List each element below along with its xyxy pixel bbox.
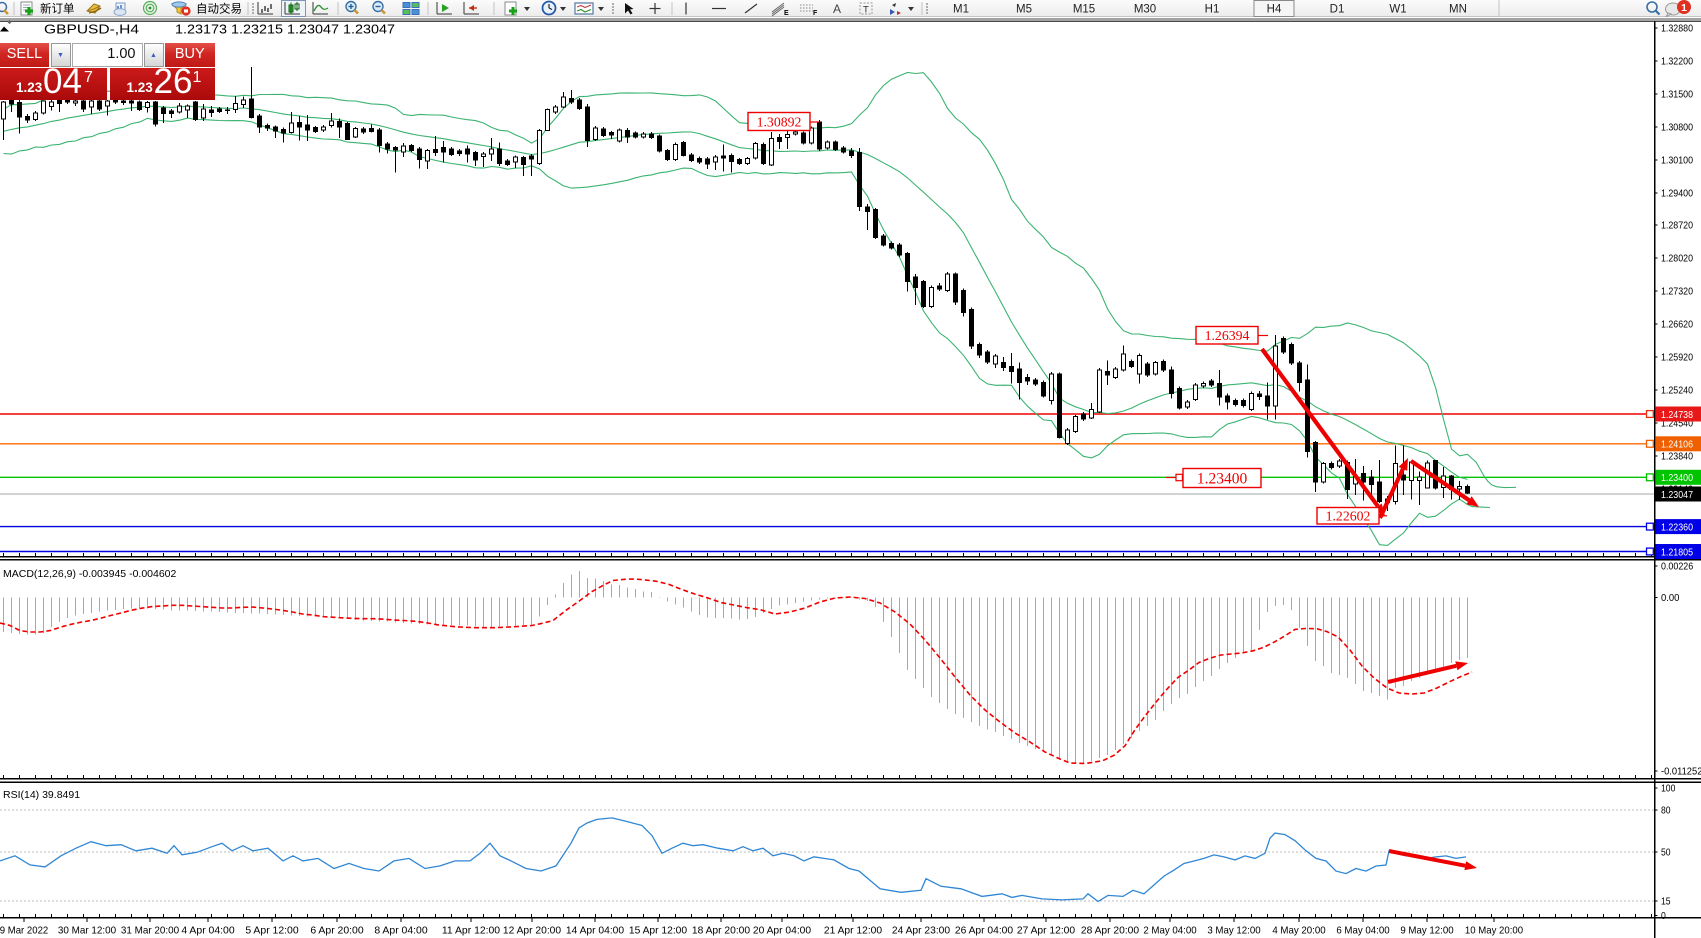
svg-text:1.27320: 1.27320 <box>1661 286 1693 298</box>
svg-text:T: T <box>863 5 869 16</box>
svg-text:1.28020: 1.28020 <box>1661 253 1693 265</box>
svg-text:1: 1 <box>1681 2 1687 14</box>
svg-text:1.21805: 1.21805 <box>1661 546 1693 558</box>
svg-text:H1: H1 <box>1205 4 1220 16</box>
svg-text:M30: M30 <box>1134 4 1156 16</box>
svg-text:14 Apr 04:00: 14 Apr 04:00 <box>566 925 624 937</box>
svg-text:3 May 12:00: 3 May 12:00 <box>1207 925 1260 937</box>
svg-text:MN: MN <box>1449 4 1467 16</box>
svg-text:100: 100 <box>1661 783 1676 795</box>
svg-text:5 Apr 12:00: 5 Apr 12:00 <box>245 925 299 937</box>
svg-text:E: E <box>784 10 789 17</box>
svg-text:M15: M15 <box>1073 4 1095 16</box>
svg-text:M1: M1 <box>953 4 969 16</box>
svg-text:1.23400: 1.23400 <box>1197 471 1248 488</box>
svg-text:-0.011252: -0.011252 <box>1661 766 1701 778</box>
svg-text:M5: M5 <box>1016 4 1032 16</box>
svg-text:1.23400: 1.23400 <box>1661 472 1693 484</box>
svg-text:1.22602: 1.22602 <box>1326 509 1371 524</box>
svg-text:50: 50 <box>1661 847 1671 859</box>
svg-text:9 Mar 2022: 9 Mar 2022 <box>0 925 48 937</box>
svg-text:1.30800: 1.30800 <box>1661 122 1693 134</box>
svg-text:RSI(14) 39.8491: RSI(14) 39.8491 <box>3 789 80 801</box>
svg-text:1.30100: 1.30100 <box>1661 155 1693 167</box>
svg-text:1.25920: 1.25920 <box>1661 352 1693 364</box>
svg-text:自动交易: 自动交易 <box>196 2 242 16</box>
svg-text:0.00226: 0.00226 <box>1661 561 1693 573</box>
svg-text:4 Apr 04:00: 4 Apr 04:00 <box>181 925 235 937</box>
svg-text:10 May 20:00: 10 May 20:00 <box>1465 925 1523 937</box>
svg-text:1.32200: 1.32200 <box>1661 56 1693 68</box>
svg-text:21 Apr 12:00: 21 Apr 12:00 <box>824 925 882 937</box>
svg-text:24 Apr 23:00: 24 Apr 23:00 <box>892 925 950 937</box>
svg-text:1.23047: 1.23047 <box>1661 489 1693 501</box>
svg-text:0: 0 <box>1661 910 1666 922</box>
svg-text:2 May 04:00: 2 May 04:00 <box>1143 925 1196 937</box>
svg-text:1.24106: 1.24106 <box>1661 439 1693 451</box>
svg-text:28 Apr 20:00: 28 Apr 20:00 <box>1081 925 1139 937</box>
svg-text:A: A <box>833 2 841 16</box>
svg-text:H4: H4 <box>1267 4 1282 16</box>
svg-text:1.26620: 1.26620 <box>1661 319 1693 331</box>
svg-text:1.23840: 1.23840 <box>1661 451 1693 463</box>
svg-text:9 May 12:00: 9 May 12:00 <box>1400 925 1453 937</box>
svg-text:30 Mar 12:00: 30 Mar 12:00 <box>58 925 116 937</box>
svg-text:31 Mar 20:00: 31 Mar 20:00 <box>121 925 179 937</box>
svg-text:F: F <box>813 10 818 17</box>
svg-text:18 Apr 20:00: 18 Apr 20:00 <box>692 925 750 937</box>
svg-text:6 Apr 20:00: 6 Apr 20:00 <box>310 925 364 937</box>
svg-text:11 Apr 12:00: 11 Apr 12:00 <box>442 925 500 937</box>
svg-text:1.24738: 1.24738 <box>1661 409 1693 421</box>
svg-text:1.30892: 1.30892 <box>757 114 802 129</box>
svg-text:1.28720: 1.28720 <box>1661 220 1693 232</box>
svg-text:8 Apr 04:00: 8 Apr 04:00 <box>374 925 428 937</box>
svg-text:20 Apr 04:00: 20 Apr 04:00 <box>753 925 811 937</box>
svg-text:1.23173 1.23215 1.23047 1.2304: 1.23173 1.23215 1.23047 1.23047 <box>175 23 395 37</box>
svg-text:0.00: 0.00 <box>1661 592 1680 604</box>
svg-text:新订单: 新订单 <box>40 2 75 16</box>
svg-text:MACD(12,26,9) -0.003945 -0.004: MACD(12,26,9) -0.003945 -0.004602 <box>3 568 177 580</box>
svg-text:1.25240: 1.25240 <box>1661 385 1693 397</box>
svg-text:1.31500: 1.31500 <box>1661 89 1693 101</box>
svg-text:1.32880: 1.32880 <box>1661 23 1693 35</box>
svg-text:80: 80 <box>1661 805 1671 817</box>
svg-text:27 Apr 12:00: 27 Apr 12:00 <box>1017 925 1075 937</box>
svg-text:26 Apr 04:00: 26 Apr 04:00 <box>955 925 1013 937</box>
svg-text:GBPUSD-,H4: GBPUSD-,H4 <box>44 22 139 37</box>
svg-text:D1: D1 <box>1330 4 1345 16</box>
svg-text:12 Apr 20:00: 12 Apr 20:00 <box>503 925 561 937</box>
svg-text:1.22360: 1.22360 <box>1661 521 1693 533</box>
svg-text:1.29400: 1.29400 <box>1661 188 1693 200</box>
svg-text:4 May 20:00: 4 May 20:00 <box>1272 925 1325 937</box>
svg-text:W1: W1 <box>1389 4 1406 16</box>
svg-text:6 May 04:00: 6 May 04:00 <box>1336 925 1389 937</box>
svg-text:15 Apr 12:00: 15 Apr 12:00 <box>629 925 687 937</box>
svg-text:15: 15 <box>1661 896 1671 908</box>
svg-text:1.26394: 1.26394 <box>1205 328 1250 343</box>
